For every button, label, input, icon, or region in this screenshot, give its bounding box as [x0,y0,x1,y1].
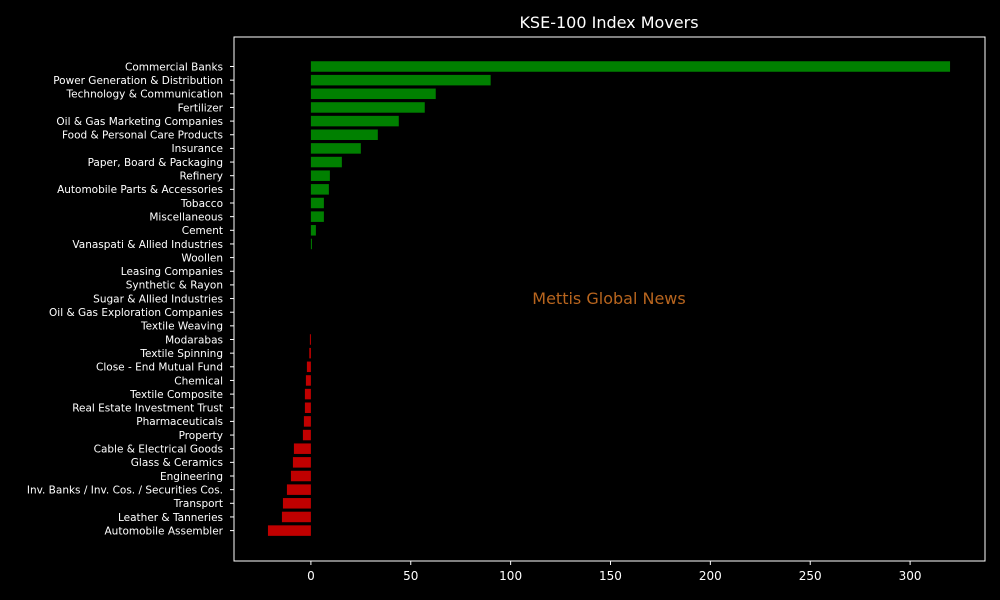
x-axis-ticks: 0 50 100 150 200 250 300 [307,561,922,583]
category-label: Insurance [171,143,223,155]
category-label: Tobacco [180,198,223,210]
bar [290,470,311,482]
category-label: Food & Personal Care Products [62,130,223,142]
category-label: Transport [173,498,223,510]
bar [310,197,324,209]
category-label: Textile Composite [129,389,223,401]
category-label: Cement [182,225,223,237]
category-label: Synthetic & Rayon [126,280,223,292]
bar [310,74,491,86]
category-label: Refinery [179,171,223,183]
category-label: Technology & Communication [66,89,223,101]
bar [310,238,312,250]
category-label: Woollen [181,252,223,264]
bars-layer [267,61,951,536]
category-label: Textile Weaving [140,321,223,333]
x-tick-label: 50 [403,569,418,583]
category-label: Paper, Board & Packaging [88,157,223,169]
bar [310,61,951,72]
bar [306,361,311,373]
bar [302,429,311,441]
bar [304,402,311,413]
category-label: Oil & Gas Marketing Companies [56,116,223,128]
category-label: Fertilizer [178,102,224,114]
category-label: Modarabas [165,334,223,346]
bar [310,211,324,222]
bar [310,156,342,168]
chart-title: KSE-100 Index Movers [519,13,698,32]
x-tick-label: 100 [499,569,522,583]
category-label: Leasing Companies [121,266,223,278]
category-label: Property [179,430,223,442]
bar [309,347,311,359]
bar [310,102,425,113]
bar [282,498,311,509]
category-label: Vanaspati & Allied Industries [72,239,223,251]
x-tick-label: 0 [307,569,315,583]
bar [309,334,311,345]
category-label: Engineering [160,471,223,483]
category-label: Inv. Banks / Inv. Cos. / Securities Cos. [27,484,223,496]
bar [303,416,311,427]
category-label: Automobile Assembler [105,525,224,537]
bar [305,375,311,386]
bar [310,88,436,100]
x-tick-label: 300 [899,569,922,583]
x-tick-label: 200 [699,569,722,583]
x-tick-label: 250 [799,569,822,583]
bar [286,484,311,495]
bar [292,457,311,468]
bar [310,129,378,140]
bar [310,170,330,181]
category-label: Pharmaceuticals [136,416,223,428]
bar [293,443,311,454]
bar [310,143,361,154]
bar [281,511,311,523]
category-label: Close - End Mutual Fund [96,362,223,374]
bar [310,115,399,127]
category-label: Glass & Ceramics [131,457,223,469]
bar [304,388,311,400]
category-label: Power Generation & Distribution [53,75,223,87]
category-label: Chemical [174,375,223,387]
category-label: Sugar & Allied Industries [93,293,223,305]
category-label: Real Estate Investment Trust [72,403,223,415]
category-labels: Commercial Banks Power Generation & Distr… [27,61,234,537]
watermark: Mettis Global News [532,289,685,308]
category-label: Miscellaneous [149,211,223,223]
category-label: Cable & Electrical Goods [94,444,223,456]
bar [310,225,316,236]
x-tick-label: 150 [599,569,622,583]
bar [310,184,329,195]
bar [267,525,311,536]
category-label: Commercial Banks [125,61,223,73]
category-label: Oil & Gas Exploration Companies [49,307,223,319]
category-label: Leather & Tanneries [118,512,223,524]
category-label: Textile Spinning [139,348,223,360]
category-label: Automobile Parts & Accessories [57,184,223,196]
